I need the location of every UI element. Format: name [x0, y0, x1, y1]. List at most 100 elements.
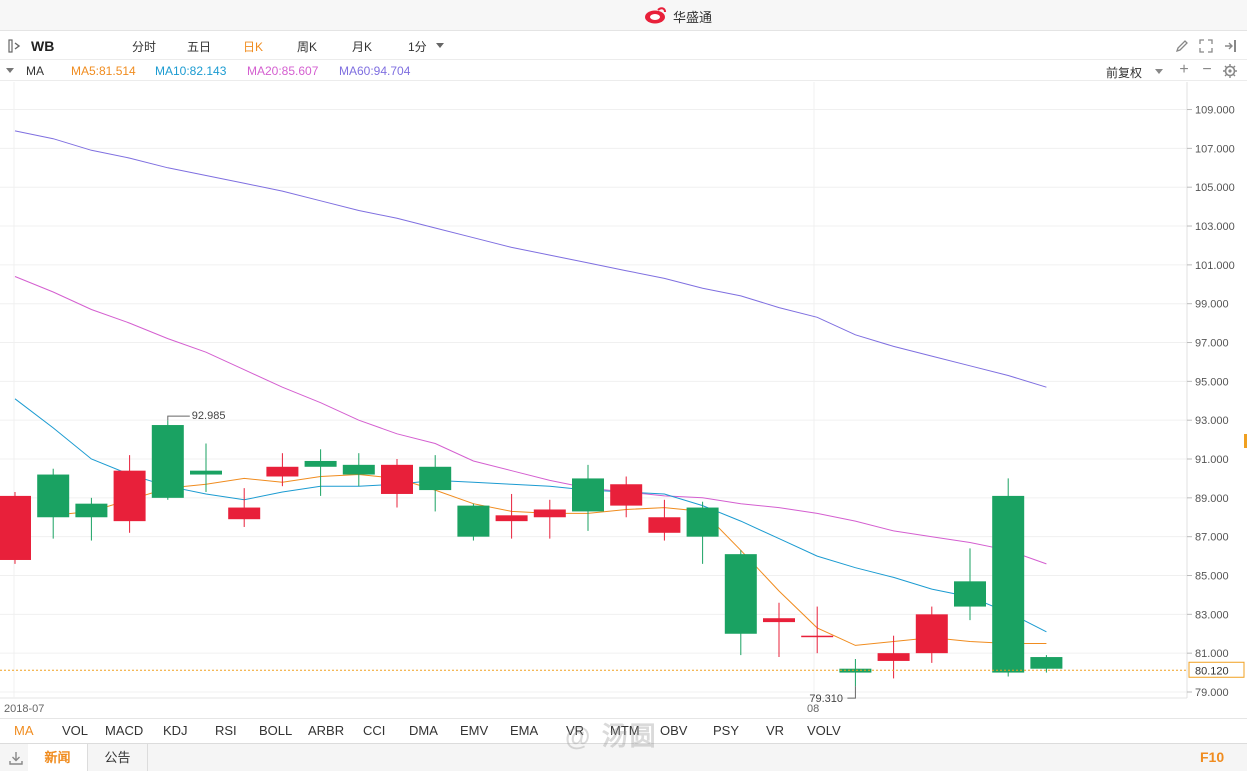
y-tick-label: 103.000 [1195, 221, 1235, 233]
candle [381, 459, 413, 508]
y-tick-label: 109.000 [1195, 105, 1235, 117]
y-tick-label: 97.000 [1195, 338, 1229, 350]
candle [342, 453, 375, 487]
indicator-tab-kdj[interactable]: KDJ [163, 723, 188, 738]
candle [151, 420, 184, 500]
candle-body [304, 460, 337, 467]
indicator-tab-obv[interactable]: OBV [660, 723, 688, 738]
indicator-tab-arbr[interactable]: ARBR [308, 723, 345, 738]
title-bar: 华盛通 [0, 0, 1247, 31]
y-tick-label: 85.000 [1195, 571, 1229, 583]
last-price-box [1188, 661, 1245, 678]
ma-label[interactable]: MA [26, 64, 44, 78]
bottom-bar: 新闻 公告 F10 [0, 743, 1247, 771]
y-tick-label: 79.000 [1195, 687, 1229, 699]
indicator-tab-dma[interactable]: DMA [409, 723, 438, 738]
indicator-tab-vol[interactable]: VOL [62, 723, 89, 738]
tab-announcements[interactable]: 公告 [88, 744, 148, 771]
moving-average-lines [14, 130, 1047, 646]
price-axis: 109.000 107.000 105.000 103.000 101.000 99.00… [4, 82, 1247, 718]
candle [495, 493, 528, 539]
last-price-label: 80.120 [1195, 665, 1229, 677]
y-tick-label: 101.000 [1195, 260, 1235, 272]
y-tick-label: 91.000 [1195, 454, 1229, 466]
period-tab-monthly[interactable]: 月K [352, 40, 373, 54]
ma20-line [14, 276, 1047, 565]
ma5-value: MA5:81.514 [71, 64, 136, 78]
axis-background [1187, 82, 1247, 718]
indicator-tab-vr[interactable]: VR [566, 723, 585, 738]
indicator-tab-ma[interactable]: MA [14, 723, 34, 738]
indicator-tab-macd[interactable]: MACD [105, 723, 144, 738]
candle-body [839, 668, 872, 673]
period-tab-daily[interactable]: 日K [243, 40, 264, 54]
period-tab-weekly[interactable]: 周K [297, 40, 318, 54]
candle [724, 550, 757, 656]
f10-button[interactable]: F10 [1200, 749, 1225, 765]
ma10-value: MA10:82.143 [155, 64, 227, 78]
period-tab-minute[interactable]: 1分 [408, 40, 427, 54]
chart-grid [0, 82, 1247, 699]
caret-down-icon[interactable] [6, 68, 14, 73]
sidebar-toggle-icon[interactable] [8, 38, 24, 54]
plus-icon[interactable]: + [1179, 61, 1189, 78]
chevron-down-icon[interactable] [436, 43, 444, 48]
indicator-tab-emv[interactable]: EMV [460, 723, 489, 738]
candle-body [0, 495, 31, 560]
ma20-value: MA20:85.607 [247, 64, 319, 78]
candle-body [724, 554, 757, 634]
candle [113, 455, 146, 533]
candle-body [572, 478, 604, 512]
period-tab-intraday[interactable]: 分时 [132, 40, 157, 54]
indicator-tab-boll[interactable]: BOLL [259, 723, 293, 738]
chart-toolbar: WB 分时 五日 日K 周K 月K 1分 [0, 32, 1247, 60]
candle-body [151, 425, 184, 498]
indicator-tab-rsi[interactable]: RSI [215, 723, 237, 738]
candle-body [533, 509, 566, 518]
indicator-tab-volv[interactable]: VOLV [807, 723, 841, 738]
candle-body [342, 464, 375, 475]
indicator-tab-ema[interactable]: EMA [510, 723, 539, 738]
y-tick-label: 93.000 [1195, 415, 1229, 427]
candle [992, 478, 1025, 677]
y-tick-label: 99.000 [1195, 299, 1229, 311]
candle [839, 658, 872, 687]
candle-body [495, 515, 528, 522]
candle [648, 499, 681, 541]
candlestick-chart[interactable]: 109.000 107.000 105.000 103.000 101.000 99.00… [0, 82, 1247, 718]
tab-news[interactable]: 新闻 [28, 744, 88, 771]
high-marker [167, 415, 190, 421]
gear-icon[interactable] [1222, 63, 1238, 79]
candle-body [992, 495, 1025, 673]
candle-body [763, 618, 795, 623]
ma10-line [14, 398, 1047, 633]
candle [533, 499, 566, 539]
collapse-panel-icon[interactable] [1222, 38, 1238, 54]
minus-icon[interactable]: − [1202, 61, 1212, 78]
indicator-tab-mtm[interactable]: MTM [610, 723, 640, 738]
candle-body [915, 614, 948, 654]
candle [572, 464, 604, 531]
indicator-tab-psy[interactable]: PSY [713, 723, 740, 738]
download-icon[interactable] [8, 750, 24, 766]
indicator-tab-cci[interactable]: CCI [363, 723, 386, 738]
period-tab-five-day[interactable]: 五日 [187, 40, 212, 54]
y-tick-label: 81.000 [1195, 648, 1229, 660]
candle [610, 476, 643, 518]
candle [304, 449, 337, 496]
candle-body [113, 470, 146, 522]
candle [877, 635, 910, 679]
candle [0, 492, 31, 564]
y-tick-label: 107.000 [1195, 143, 1235, 155]
price-adjust-select[interactable]: 前复权 [1106, 66, 1143, 80]
chevron-down-icon[interactable] [1155, 69, 1163, 74]
indicator-tab-vr[interactable]: VR [766, 723, 785, 738]
x-tick-label: 2018-07 [4, 703, 44, 715]
y-tick-label: 95.000 [1195, 376, 1229, 388]
candle [915, 606, 948, 663]
candles [0, 420, 1063, 687]
fullscreen-icon[interactable] [1198, 38, 1214, 54]
pencil-icon[interactable] [1174, 38, 1190, 54]
candle [419, 455, 452, 512]
candle [686, 501, 719, 564]
